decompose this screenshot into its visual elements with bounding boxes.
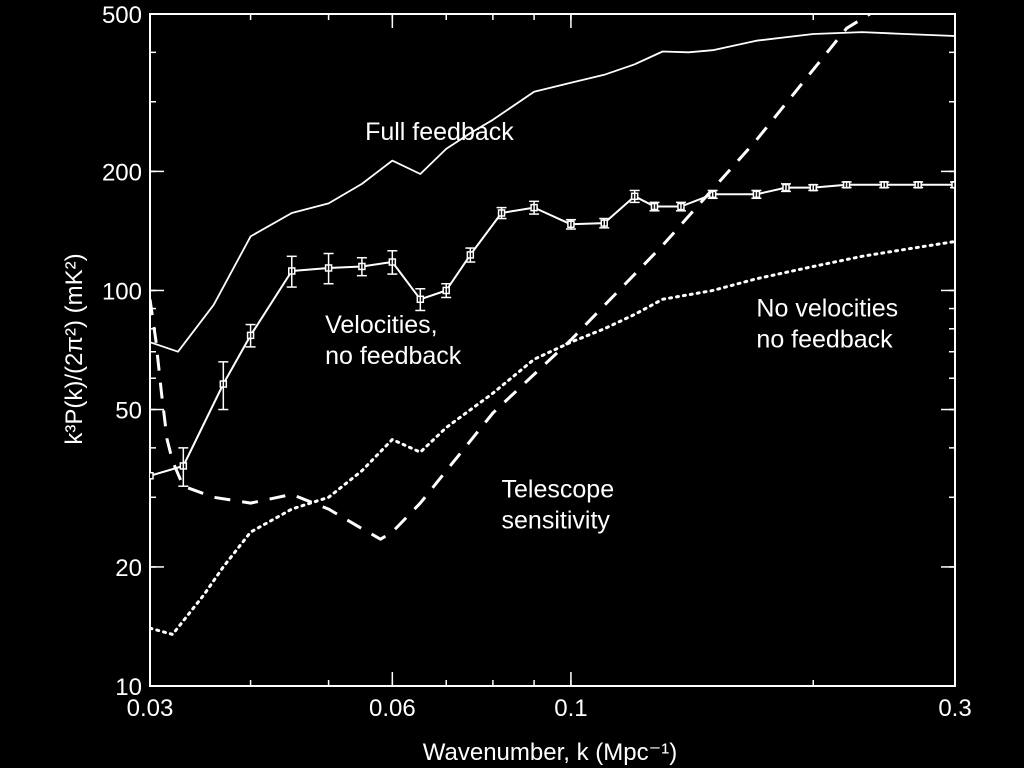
plot-border — [149, 13, 956, 687]
series-line — [150, 31, 955, 353]
y-tick-label: 20 — [115, 555, 142, 582]
y-tick-label: 100 — [102, 278, 142, 305]
annotation-vel: no feedback — [325, 342, 462, 370]
series-line — [150, 14, 873, 541]
plot-frame — [149, 13, 956, 687]
y-tick-label: 500 — [102, 2, 142, 29]
annotation-tele: sensitivity — [502, 506, 611, 534]
data-point — [951, 181, 955, 189]
y-tick-label: 200 — [102, 159, 142, 186]
data-point — [150, 472, 154, 480]
series-velocities-no-feedback — [150, 181, 955, 487]
series-line — [150, 183, 955, 477]
annotation-vel: Velocities, — [325, 311, 438, 339]
annotation-full: Full feedback — [365, 118, 514, 146]
y-axis-label: k³P(k)/(2π²) (mK²) — [61, 253, 88, 444]
x-tick-label: 0.3 — [938, 695, 971, 722]
y-axis: 10 20 50 100 200 500 — [102, 2, 955, 701]
annotation-tele: Telescope — [502, 475, 615, 503]
series-layer — [150, 14, 955, 636]
series-telescope-sensitivity — [150, 14, 873, 541]
series-line — [150, 240, 955, 636]
x-axis-label: Wavenumber, k (Mpc⁻¹) — [423, 739, 678, 766]
annotation-novel: no feedback — [756, 325, 893, 353]
y-tick-label: 10 — [115, 674, 142, 701]
y-tick-label: 50 — [115, 398, 142, 425]
annotation-novel: No velocities — [756, 294, 898, 322]
x-tick-label: 0.06 — [369, 695, 416, 722]
x-tick-label: 0.03 — [127, 695, 174, 722]
series-full-feedback — [150, 31, 955, 353]
x-axis: 0.03 0.06 0.1 0.3 — [127, 14, 972, 722]
series-no-velocities-no-feedback — [150, 240, 955, 636]
x-tick-label: 0.1 — [554, 695, 587, 722]
annotations: Full feedback Velocities, no feedback No ve… — [325, 118, 898, 534]
